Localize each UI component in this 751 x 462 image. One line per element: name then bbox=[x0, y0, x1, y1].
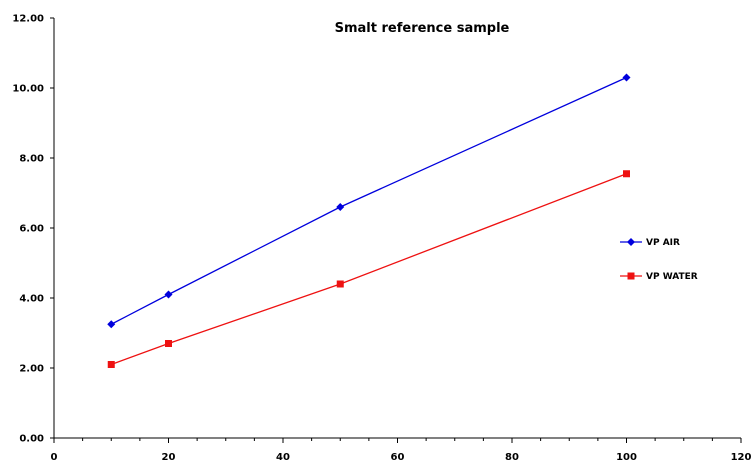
chart-title: Smalt reference sample bbox=[335, 21, 510, 36]
legend-label-vp-air: VP AIR bbox=[646, 238, 680, 248]
data-point-vp-air bbox=[164, 290, 173, 299]
x-tick-label: 40 bbox=[276, 452, 290, 462]
y-tick-label: 8.00 bbox=[19, 154, 44, 165]
legend: VP AIR VP WATER bbox=[620, 238, 698, 282]
y-tick-label: 6.00 bbox=[19, 224, 44, 235]
y-tick-label: 2.00 bbox=[19, 364, 44, 375]
y-tick-label: 4.00 bbox=[19, 294, 44, 305]
y-tick-label: 12.00 bbox=[12, 14, 44, 25]
data-point-vp-water bbox=[107, 361, 115, 368]
data-point-vp-water bbox=[165, 340, 172, 347]
x-tick-label: 60 bbox=[391, 452, 405, 462]
series-line-vp-water bbox=[111, 173, 627, 366]
data-point-vp-water bbox=[336, 280, 344, 288]
x-tick-label: 20 bbox=[162, 452, 176, 462]
series-layer bbox=[107, 73, 631, 368]
data-point-vp-air bbox=[336, 203, 345, 211]
axes: 0.00 2.00 4.00 6.00 8.00 10.00 12.00 0 20 40 60 80 1… bbox=[12, 14, 751, 462]
x-tick-label: 120 bbox=[731, 452, 751, 462]
y-tick-label: 0.00 bbox=[19, 434, 44, 445]
series-line-vp-air bbox=[110, 76, 627, 325]
data-point-vp-water bbox=[623, 170, 630, 178]
x-tick-label: 80 bbox=[505, 452, 519, 462]
x-tick-label: 100 bbox=[616, 452, 637, 462]
x-tick-label: 0 bbox=[51, 452, 58, 462]
y-tick-label: 10.00 bbox=[12, 84, 44, 95]
legend-marker-vp-water bbox=[627, 272, 635, 280]
data-point-vp-air bbox=[622, 73, 631, 82]
data-point-vp-air bbox=[107, 320, 116, 329]
legend-label-vp-water: VP WATER bbox=[646, 272, 698, 282]
legend-marker-vp-air bbox=[627, 238, 635, 246]
